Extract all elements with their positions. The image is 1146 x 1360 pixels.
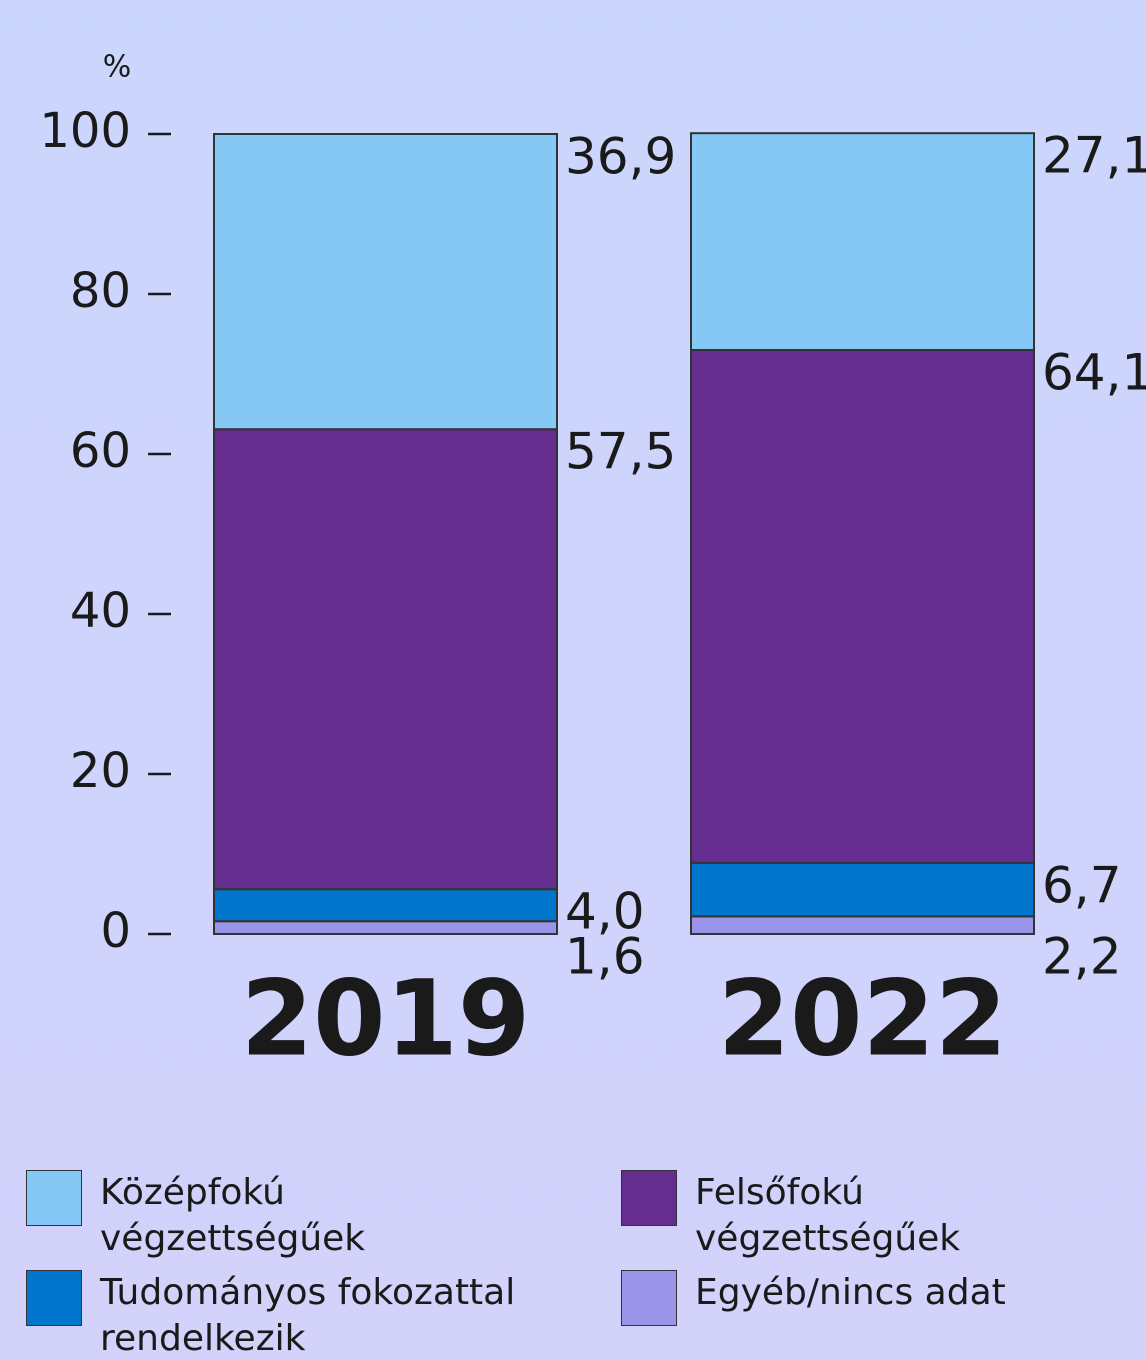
legend-item: Tudományos fokozattal rendelkezik — [26, 1270, 530, 1360]
chart: % 0 20 40 60 80 100 1,64,0 57,5 36,9 2019 2,2 6,7 64… — [39, 50, 1146, 1080]
value-label: 64,1 — [1042, 344, 1146, 402]
legend-swatch — [621, 1270, 677, 1326]
x-tick-label: 2022 — [718, 957, 1007, 1079]
y-tick-label: 0 — [100, 903, 131, 959]
bar-segment — [213, 920, 558, 936]
bar-segment — [213, 428, 558, 891]
y-tick-label: 20 — [70, 743, 131, 799]
legend-swatch — [26, 1270, 82, 1326]
legend-swatch — [26, 1170, 82, 1226]
legend-item: Felsőfokú végzettségűek — [621, 1170, 1125, 1262]
legend-swatch — [621, 1170, 677, 1226]
bar-segment — [213, 133, 558, 431]
y-tick-label: 80 — [70, 263, 131, 319]
legend-item: Egyéb/nincs adat — [621, 1270, 1125, 1326]
bar-segment — [690, 915, 1035, 936]
value-label: 6,7 — [1042, 856, 1122, 914]
y-tick-label: 60 — [70, 423, 131, 479]
value-label: 57,5 — [565, 423, 676, 481]
value-label: 27,1 — [1042, 127, 1146, 185]
y-tick-label: 40 — [70, 583, 131, 639]
legend-label: Egyéb/nincs adat — [695, 1272, 1006, 1313]
value-label: 2,2 — [1042, 928, 1122, 986]
bar-segment — [213, 888, 558, 923]
y-tick-label: 100 — [39, 103, 131, 159]
value-label: 1,6 — [565, 928, 645, 986]
value-label: 4,0 — [565, 883, 645, 941]
bar-segment — [690, 132, 1035, 351]
legend-label: Felsőfokú végzettségűek — [695, 1172, 961, 1259]
value-label: 36,9 — [565, 128, 676, 186]
bar-segment — [690, 349, 1035, 864]
bar-segment — [690, 861, 1035, 918]
legend-label: Tudományos fokozattal rendelkezik — [100, 1272, 516, 1359]
y-axis-label: % — [103, 50, 132, 85]
x-tick-label: 2019 — [241, 957, 530, 1079]
legend-item: Középfokú végzettségűek — [26, 1170, 530, 1262]
legend-label: Középfokú végzettségűek — [100, 1172, 366, 1259]
